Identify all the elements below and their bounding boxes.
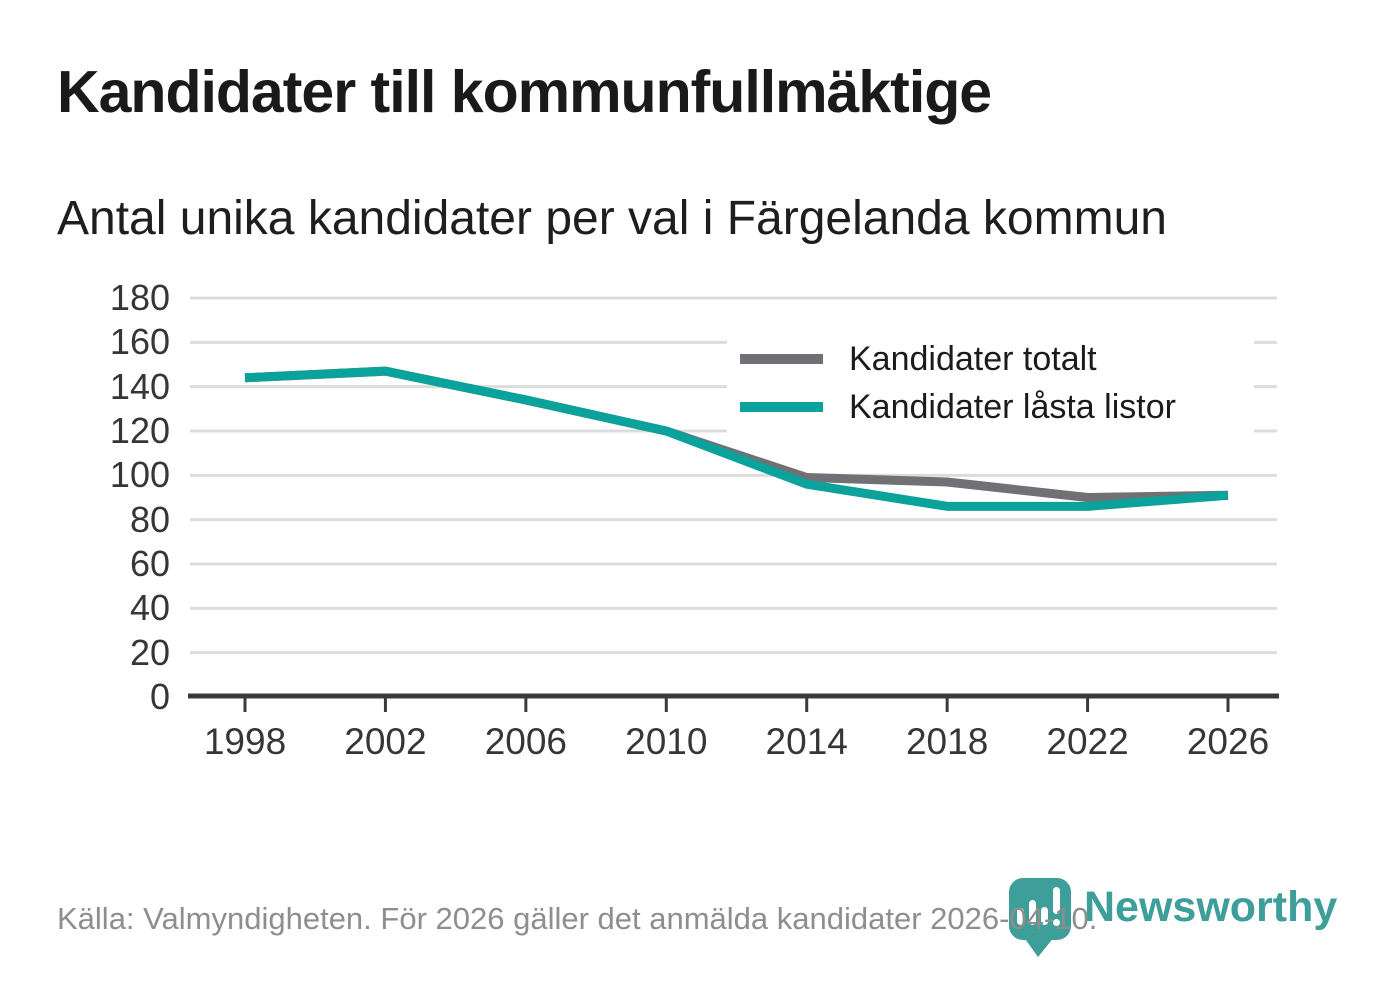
newsworthy-pin-icon bbox=[1009, 878, 1071, 957]
legend-swatch-total-icon bbox=[740, 354, 823, 364]
y-axis-tick-label: 60 bbox=[129, 543, 170, 584]
y-axis-tick-label: 0 bbox=[149, 676, 170, 717]
x-axis-tick-label: 2002 bbox=[344, 721, 427, 762]
legend-item-locked-lists: Kandidater låsta listor bbox=[727, 384, 1254, 430]
legend: Kandidater totalt Kandidater låsta listo… bbox=[727, 333, 1254, 433]
x-axis-tick-label: 2018 bbox=[905, 721, 989, 762]
y-axis-tick-label: 140 bbox=[109, 365, 170, 407]
y-axis-tick-label: 100 bbox=[109, 454, 170, 496]
chart-title: Kandidater till kommunfullmäktige bbox=[57, 59, 992, 125]
series-line-locked-lists bbox=[244, 366, 1229, 511]
legend-label-total: Kandidater totalt bbox=[849, 340, 1097, 378]
x-axis-tick-label: 2014 bbox=[765, 721, 848, 762]
newsworthy-logo: Newsworthy bbox=[1008, 877, 1337, 961]
chart-subtitle: Antal unika kandidater per val i Färgela… bbox=[57, 192, 1167, 245]
x-axis-tick-label: 2026 bbox=[1186, 721, 1270, 762]
y-axis-tick-label: 180 bbox=[109, 277, 170, 318]
y-axis-tick-label: 40 bbox=[129, 587, 170, 629]
legend-item-total: Kandidater totalt bbox=[727, 336, 1254, 382]
y-axis-tick-label: 120 bbox=[109, 410, 170, 451]
x-axis-tick-label: 2010 bbox=[625, 721, 708, 762]
y-axis-tick-label: 80 bbox=[129, 498, 170, 540]
x-axis-tick-label: 2006 bbox=[484, 721, 567, 762]
source-note: Källa: Valmyndigheten. För 2026 gäller d… bbox=[57, 901, 1098, 936]
legend-swatch-locked-lists-icon bbox=[740, 402, 823, 412]
newsworthy-logo-text: Newsworthy bbox=[1084, 883, 1338, 931]
x-axis-tick-label: 2022 bbox=[1046, 721, 1129, 762]
legend-label-locked-lists: Kandidater låsta listor bbox=[849, 388, 1176, 426]
y-axis-tick-label: 20 bbox=[129, 631, 170, 673]
y-axis-tick-label: 160 bbox=[109, 321, 170, 363]
x-axis-tick-label: 1998 bbox=[203, 721, 287, 762]
